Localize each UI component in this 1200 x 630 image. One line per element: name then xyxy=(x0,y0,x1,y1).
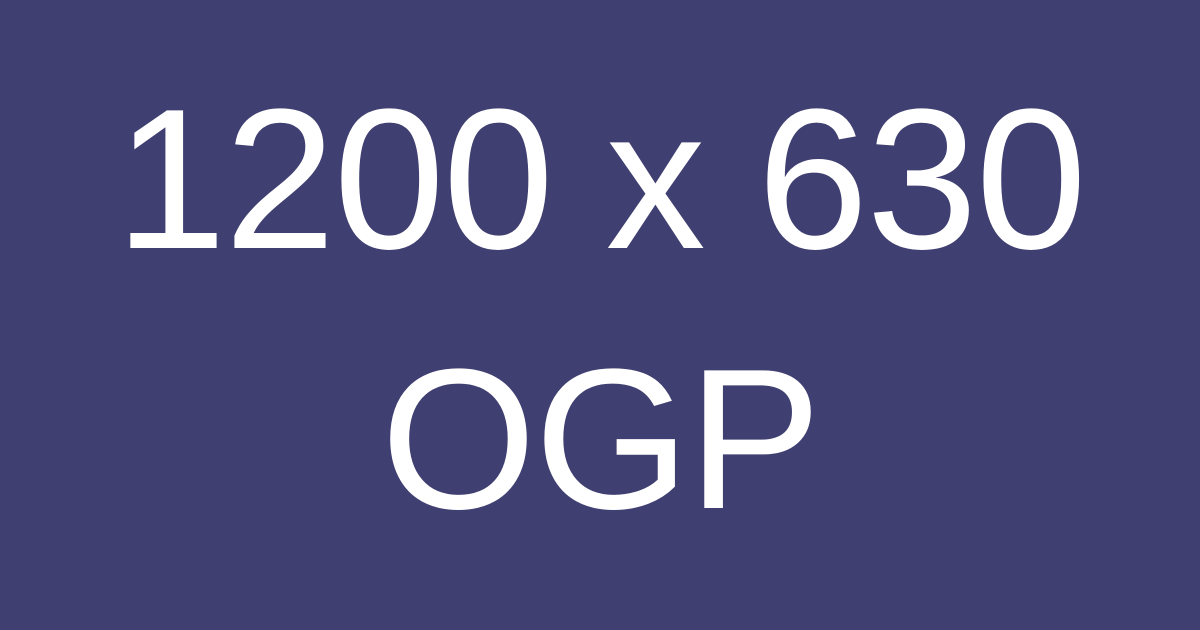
ogp-label: OGP xyxy=(380,328,822,551)
dimensions-text: 1200 x 630 xyxy=(115,68,1087,291)
